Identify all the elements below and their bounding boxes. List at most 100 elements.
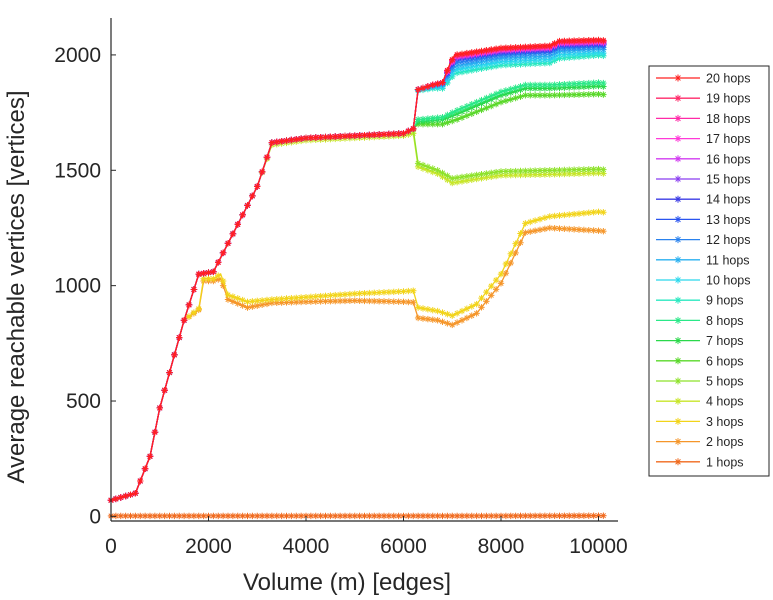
- data-point: [429, 306, 436, 314]
- data-point: [341, 132, 349, 140]
- y-tick-label: 1000: [54, 275, 101, 298]
- data-point: [444, 172, 451, 179]
- legend-marker: [674, 236, 682, 244]
- legend-marker: [674, 438, 682, 446]
- series-20-hops: [107, 36, 607, 504]
- data-point: [366, 512, 373, 520]
- data-point: [478, 294, 485, 302]
- data-point: [468, 312, 475, 319]
- data-point: [478, 96, 485, 104]
- axes: [110, 18, 618, 522]
- series-13-hops: [107, 41, 607, 504]
- legend-entry-6-hops: 6 hops: [656, 354, 744, 368]
- data-point: [522, 167, 529, 175]
- data-point: [439, 173, 446, 181]
- data-point: [385, 512, 393, 520]
- series-line-10-hops: [110, 51, 604, 501]
- data-point: [458, 173, 466, 181]
- x-tick-label: 2000: [185, 535, 232, 558]
- data-point: [312, 134, 319, 141]
- data-point: [195, 305, 202, 312]
- data-point: [161, 387, 168, 394]
- data-point: [215, 272, 222, 279]
- data-point: [512, 240, 519, 247]
- data-point: [419, 315, 427, 322]
- series-8-hops: [107, 79, 607, 504]
- data-point: [458, 307, 466, 315]
- data-point: [424, 315, 432, 323]
- data-point: [551, 212, 558, 220]
- series-16-hops: [107, 39, 607, 504]
- data-point: [151, 428, 159, 436]
- data-point: [297, 135, 305, 142]
- data-point: [473, 48, 480, 55]
- data-point: [527, 218, 534, 226]
- data-point: [327, 292, 334, 299]
- series-line-16-hops: [110, 41, 604, 501]
- legend-entry-5-hops: 5 hops: [656, 375, 744, 389]
- legend-label: 7 hops: [706, 334, 744, 348]
- data-point: [453, 512, 461, 520]
- x-axis-label: Volume (m) [edges]: [243, 569, 451, 596]
- data-point: [439, 169, 446, 177]
- data-point: [585, 226, 592, 234]
- data-point: [453, 174, 461, 181]
- data-point: [141, 512, 149, 520]
- series-line-6-hops: [110, 93, 604, 501]
- series-19-hops: [107, 37, 607, 504]
- series-14-hops: [107, 40, 607, 504]
- legend-marker: [674, 114, 682, 122]
- data-point: [234, 295, 241, 302]
- data-point: [497, 280, 505, 287]
- data-point: [600, 37, 607, 44]
- legend-entry-9-hops: 9 hops: [656, 294, 744, 308]
- legend-entry-17-hops: 17 hops: [656, 132, 750, 146]
- data-point: [429, 316, 436, 323]
- data-point: [580, 210, 588, 217]
- data-point: [229, 512, 237, 520]
- data-point: [439, 512, 446, 520]
- data-point: [483, 46, 490, 54]
- legend-label: 14 hops: [706, 193, 750, 207]
- data-point: [219, 512, 227, 520]
- x-tick-label: 4000: [283, 535, 330, 558]
- data-point: [541, 512, 549, 520]
- legend-marker: [674, 215, 682, 223]
- data-point: [239, 296, 246, 304]
- legend-entry-13-hops: 13 hops: [656, 213, 750, 227]
- legend-label: 6 hops: [706, 354, 744, 368]
- series-line-2-hops: [110, 227, 604, 501]
- legend-label: 8 hops: [706, 314, 744, 328]
- legend-box: [648, 65, 770, 477]
- data-point: [210, 275, 217, 282]
- x-tick-label: 8000: [478, 535, 525, 558]
- data-point: [215, 259, 222, 266]
- data-point: [488, 102, 495, 110]
- legend-entry-20-hops: 20 hops: [656, 72, 750, 86]
- data-point: [463, 173, 471, 180]
- data-point: [488, 282, 495, 290]
- data-point: [561, 170, 568, 178]
- data-point: [122, 492, 129, 500]
- data-point: [507, 259, 514, 267]
- data-point: [517, 230, 524, 237]
- data-point: [414, 86, 422, 93]
- data-point: [517, 239, 524, 246]
- data-point: [356, 297, 363, 304]
- data-point: [190, 309, 198, 316]
- legend-label: 3 hops: [706, 415, 744, 429]
- data-point: [180, 317, 188, 324]
- data-point: [127, 491, 134, 498]
- data-point: [522, 92, 529, 99]
- data-point: [434, 307, 441, 315]
- data-point: [453, 107, 461, 114]
- data-point: [400, 288, 407, 295]
- legend-marker: [674, 397, 682, 405]
- data-point: [570, 170, 578, 177]
- x-tick-label: 0: [105, 535, 117, 558]
- legend-marker: [674, 94, 682, 102]
- legend-label: 20 hops: [706, 72, 750, 86]
- data-point: [239, 211, 246, 219]
- data-point: [463, 112, 471, 119]
- data-point: [171, 351, 178, 359]
